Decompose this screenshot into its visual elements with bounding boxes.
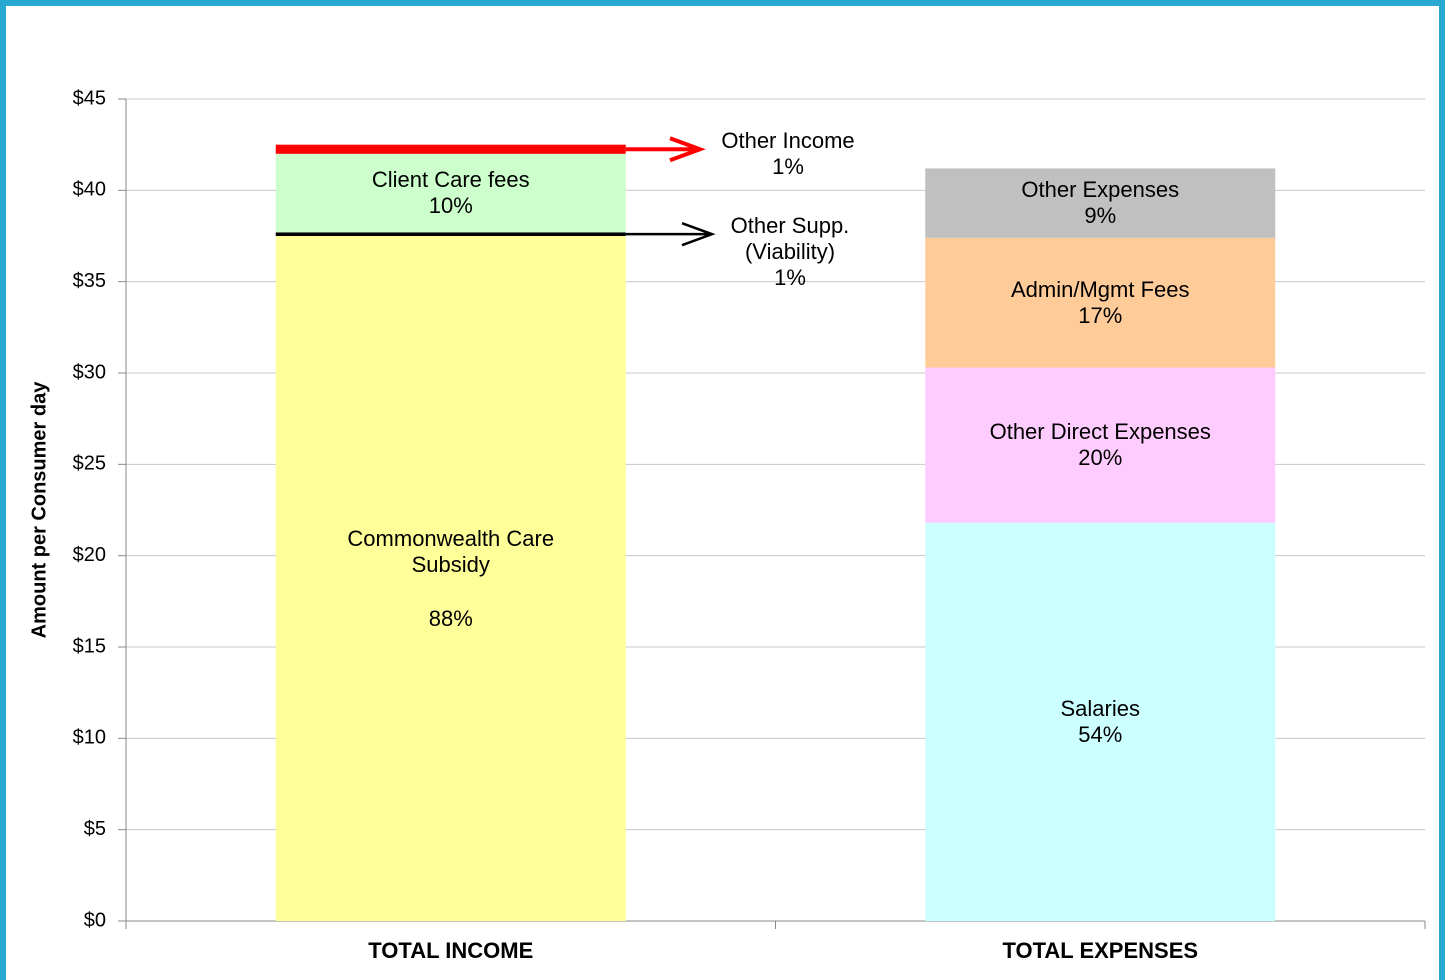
y-tick-label: $15 (73, 635, 106, 657)
segment-share: 9% (1084, 203, 1117, 229)
y-tick-label: $0 (84, 909, 106, 931)
y-tick-label: $35 (73, 270, 106, 292)
bar-segment (275, 232, 626, 236)
segment-label: Other Direct Expenses 20% (925, 368, 1275, 523)
bar-segment (925, 367, 1276, 523)
x-tick-label: TOTAL INCOME (368, 938, 533, 963)
segment-share: 54% (1078, 721, 1123, 747)
segment-share: 20% (1078, 445, 1123, 471)
segment-name: Admin/Mgmt Fees (1011, 276, 1190, 302)
segment-label: Other Supp. (Viability) 1% (700, 213, 880, 291)
segment-label: Commonwealth Care Subsidy 88% (276, 236, 626, 921)
bar-segment (925, 168, 1276, 238)
segment-label: Client Care fees 10% (276, 154, 626, 233)
y-tick-label: $25 (73, 453, 106, 475)
segment-name: Other Direct Expenses (989, 419, 1211, 445)
segment-share: 1% (774, 265, 806, 291)
callout-arrow (625, 221, 716, 247)
y-tick-label: $5 (84, 818, 106, 840)
segment-label: Admin/Mgmt Fees 17% (925, 238, 1275, 368)
x-tick-label: TOTAL EXPENSES (1002, 938, 1198, 963)
y-tick-label: $30 (73, 361, 106, 383)
y-axis-title: Amount per Consumer day (28, 381, 50, 639)
segment-label: Other Income 1% (698, 128, 878, 180)
segment-label: Other Expenses 9% (925, 168, 1275, 237)
segment-name: Salaries (1060, 695, 1140, 721)
y-tick-label: $45 (73, 87, 106, 109)
segment-share: 1% (772, 154, 804, 180)
segment-name: Client Care fees (371, 167, 530, 193)
callout-arrow (625, 136, 706, 163)
bar-segment (925, 237, 1276, 368)
segment-share: 10% (428, 193, 473, 219)
frame-left (0, 0, 6, 980)
bar-segment (275, 144, 626, 154)
segment-name: Commonwealth Care Subsidy (347, 525, 555, 577)
bar-segment (275, 236, 626, 921)
y-tick-label: $20 (73, 544, 106, 566)
segment-share: 17% (1078, 302, 1123, 328)
bar-segment (275, 153, 626, 233)
frame-top (0, 0, 1445, 6)
segment-name: Other Supp. (Viability) (730, 213, 850, 265)
segment-label: Salaries 54% (925, 523, 1275, 921)
bar-segment (925, 522, 1276, 921)
segment-name: Other Expenses (1021, 177, 1180, 203)
y-tick-label: $10 (73, 727, 106, 749)
frame-right (1439, 0, 1445, 980)
y-tick-label: $40 (73, 179, 106, 201)
segment-name: Other Income (721, 128, 855, 154)
segment-share: 88% (428, 605, 473, 631)
